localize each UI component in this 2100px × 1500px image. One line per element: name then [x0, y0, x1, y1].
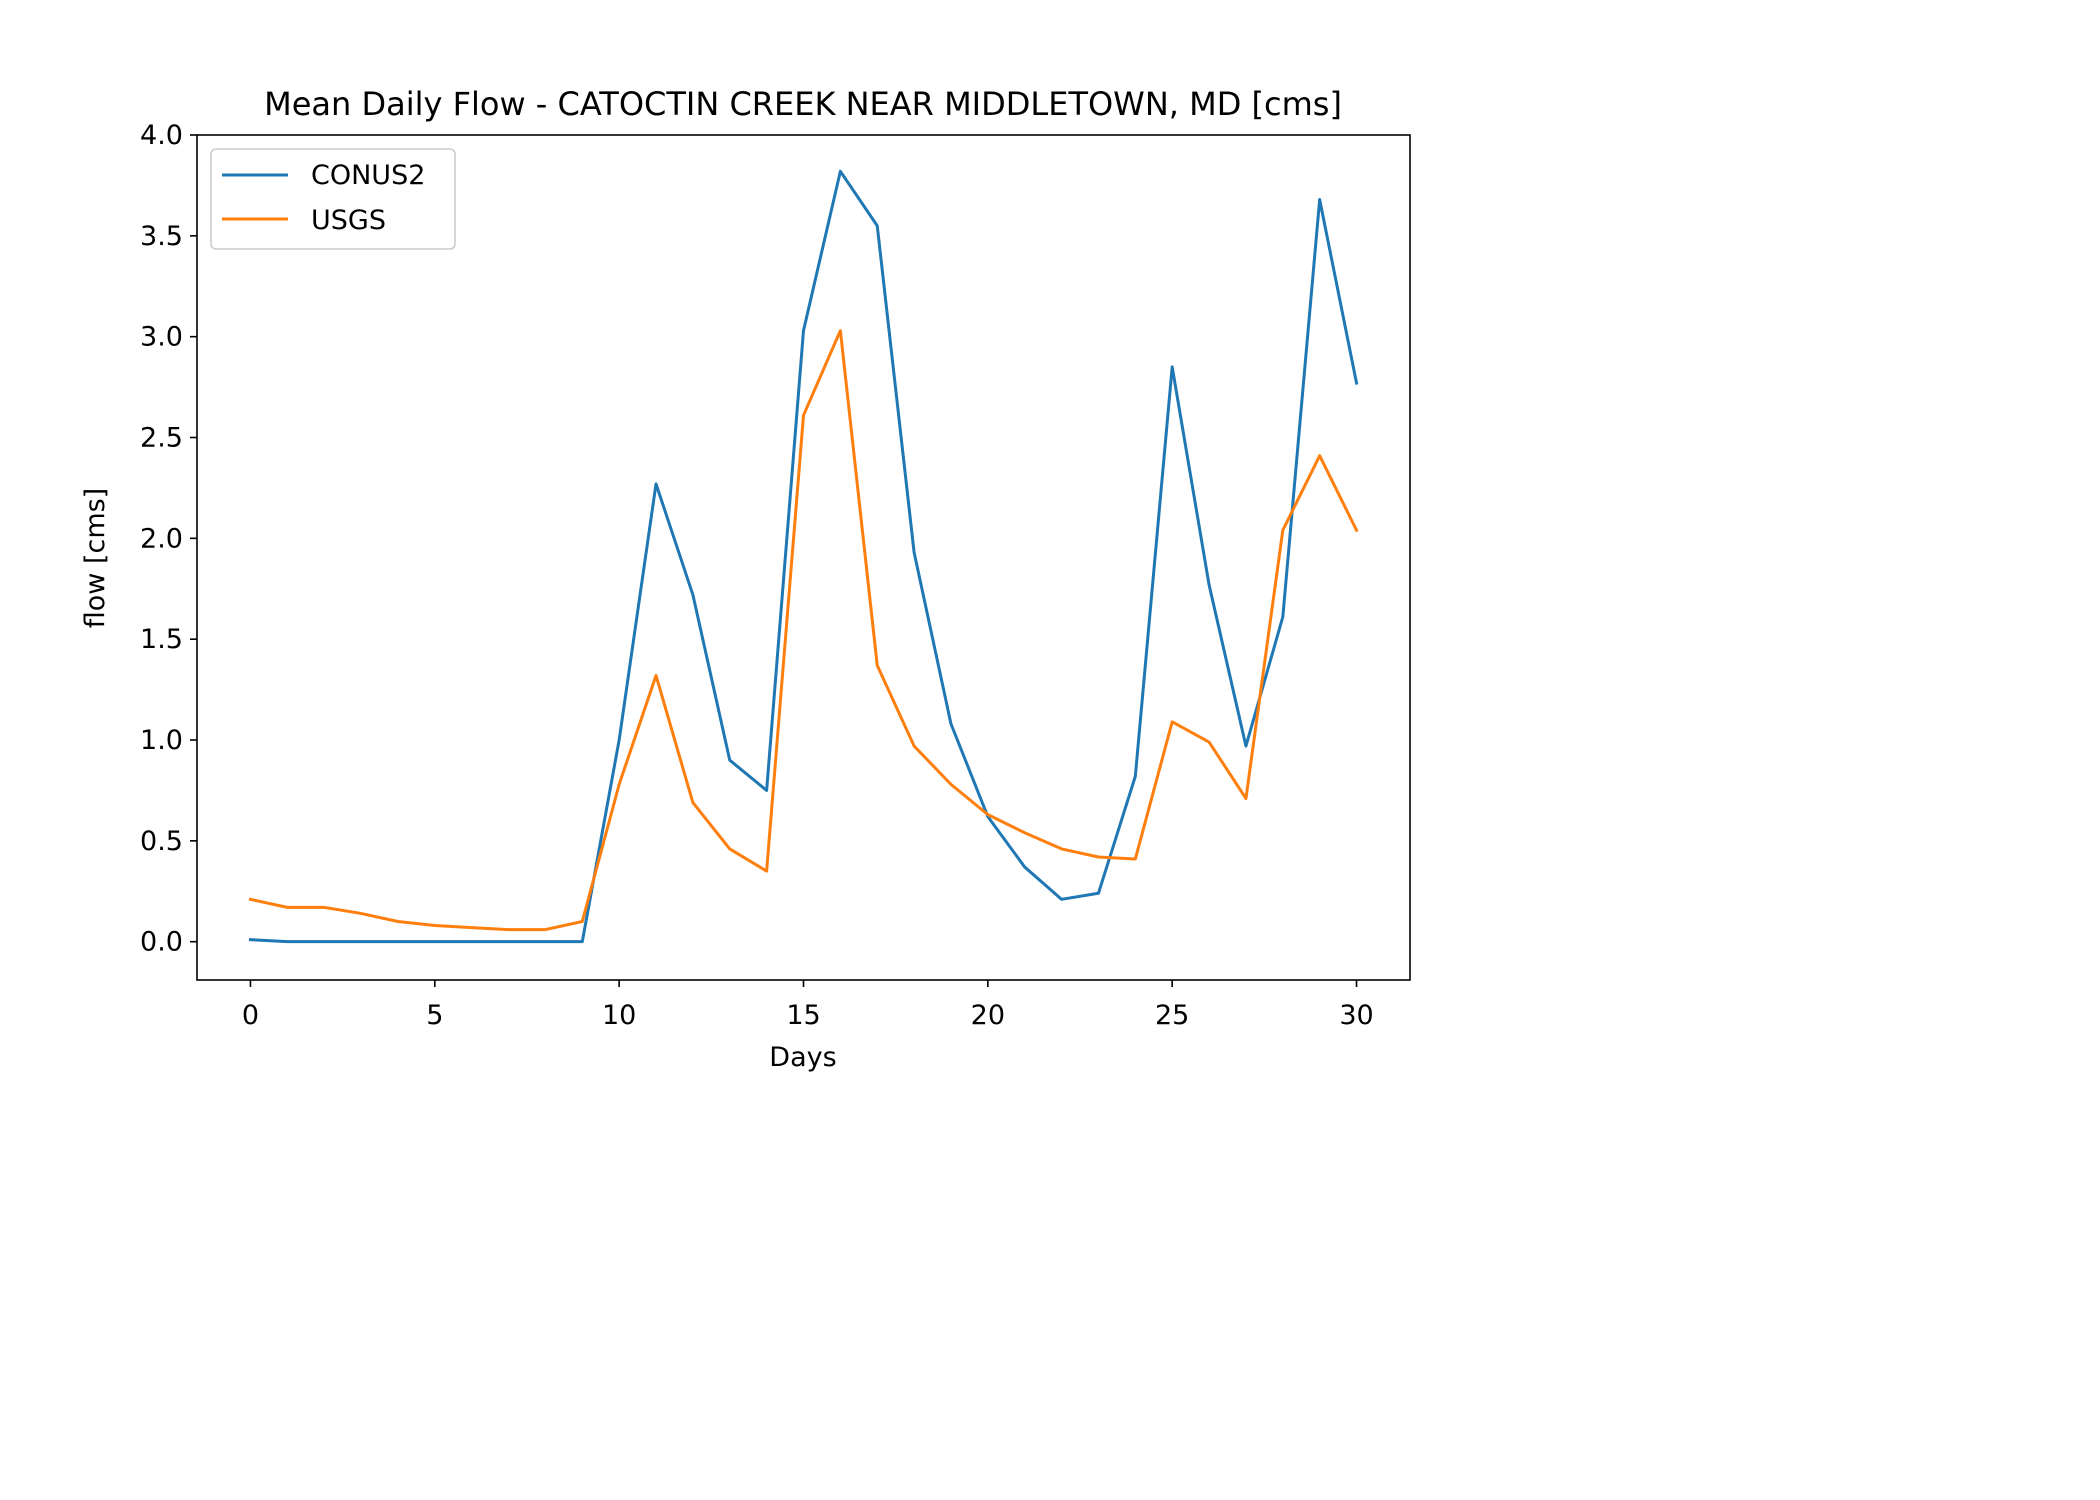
- legend: CONUS2 USGS: [210, 148, 456, 250]
- y-tick-label: 2.5: [140, 423, 183, 454]
- plot-frame: [196, 134, 1411, 981]
- series-line-conus2: [248, 169, 1359, 944]
- series-layer: [248, 169, 1359, 944]
- x-tick-label: 5: [426, 1000, 443, 1031]
- x-tick-label: 10: [602, 1000, 636, 1031]
- y-axis-label: flow [cms]: [80, 488, 111, 628]
- x-axis-ticks: 0 5 10 15 20 25 30: [242, 980, 1374, 1031]
- chart-title: Mean Daily Flow - CATOCTIN CREEK NEAR MI…: [264, 85, 1342, 123]
- x-axis-label: Days: [769, 1042, 836, 1073]
- y-tick-label: 0.0: [140, 927, 183, 958]
- x-tick-label: 25: [1155, 1000, 1189, 1031]
- y-tick-label: 3.0: [140, 322, 183, 353]
- y-tick-label: 1.0: [140, 725, 183, 756]
- y-tick-label: 4.0: [140, 120, 183, 151]
- legend-label-usgs: USGS: [311, 205, 386, 236]
- y-tick-label: 0.5: [140, 826, 183, 857]
- series-line-usgs: [248, 329, 1359, 932]
- x-tick-label: 15: [786, 1000, 820, 1031]
- legend-label-conus2: CONUS2: [311, 160, 425, 191]
- y-tick-label: 3.5: [140, 221, 183, 252]
- x-tick-label: 0: [242, 1000, 259, 1031]
- y-tick-label: 2.0: [140, 523, 183, 554]
- line-chart: Mean Daily Flow - CATOCTIN CREEK NEAR MI…: [80, 85, 1411, 1073]
- y-tick-label: 1.5: [140, 624, 183, 655]
- x-tick-label: 30: [1339, 1000, 1373, 1031]
- y-axis-ticks: 0.0 0.5 1.0 1.5 2.0 2.5 3.0 3.5 4.0: [140, 120, 197, 958]
- x-tick-label: 20: [971, 1000, 1005, 1031]
